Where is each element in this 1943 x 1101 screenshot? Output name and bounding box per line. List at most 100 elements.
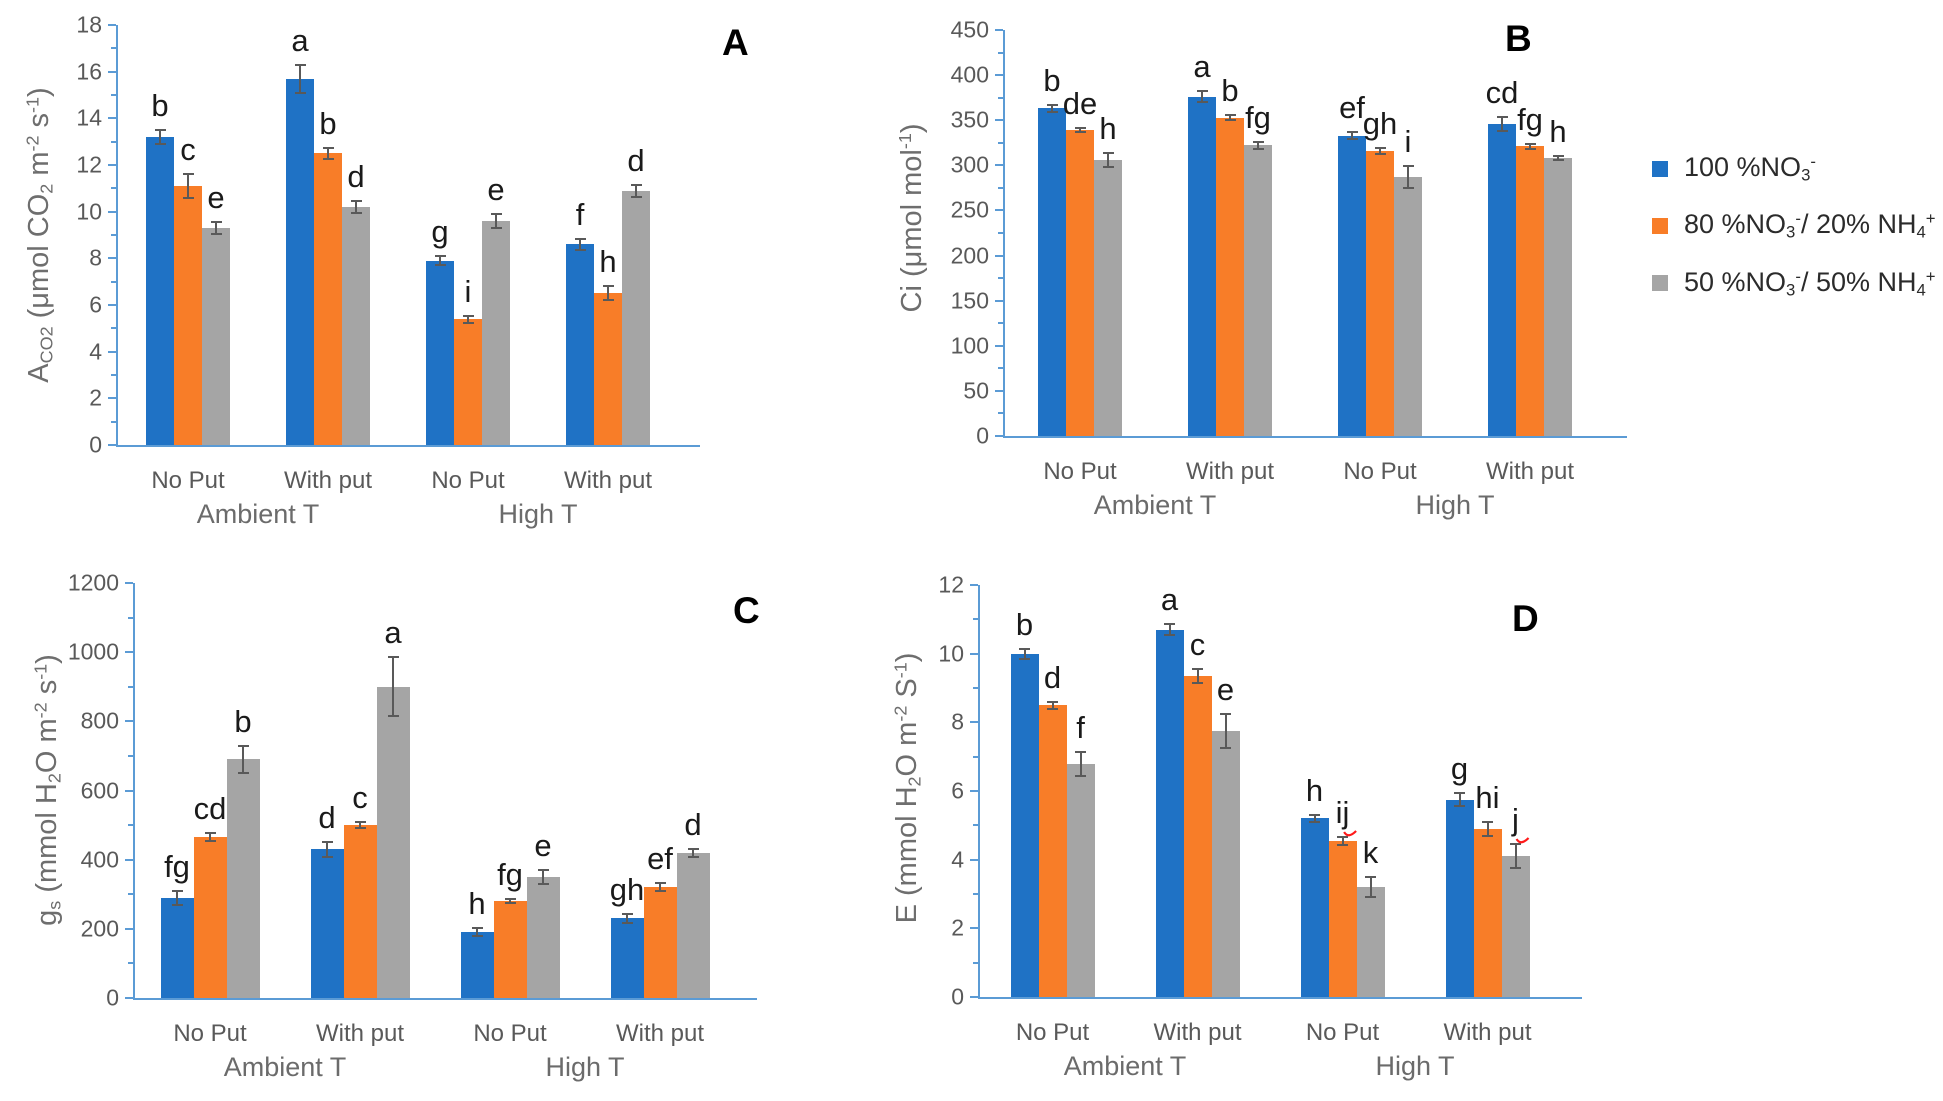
- bar-orange: [1366, 150, 1394, 436]
- y-tick-label: 8: [951, 708, 964, 735]
- error-bar-cap-top: [490, 213, 502, 215]
- significance-letter: c: [352, 780, 368, 816]
- error-bar-cap-top: [1019, 647, 1030, 650]
- error-bar: [659, 883, 661, 892]
- bar-gray: [1394, 177, 1422, 436]
- significance-letter: d: [627, 143, 644, 179]
- significance-letter: a: [1161, 582, 1178, 618]
- error-bar: [242, 745, 244, 774]
- x-category-label: With put: [283, 467, 373, 494]
- significance-letter: b: [1043, 63, 1060, 99]
- error-bar-cap-bottom: [387, 715, 399, 718]
- y-tick-label: 1000: [67, 638, 119, 665]
- y-tick-mark: [995, 164, 1003, 167]
- y-minor-tick-mark: [111, 234, 116, 236]
- error-bar: [692, 848, 694, 857]
- legend-label: 100 %NO3-: [1684, 152, 1816, 185]
- error-bar-cap-bottom: [1192, 681, 1203, 684]
- y-tick-mark: [108, 444, 116, 446]
- significance-letter: h: [468, 886, 485, 922]
- significance-letter-text: f: [575, 196, 585, 232]
- significance-letter-text: b: [1043, 62, 1061, 98]
- legend-item-blue: 100 %NO3-: [1652, 152, 1936, 185]
- significance-letter-text: e: [1216, 671, 1235, 707]
- label-segment: -1: [895, 133, 916, 150]
- significance-letter: h: [1549, 114, 1566, 150]
- error-bar-cap-bottom: [462, 321, 474, 324]
- y-tick-label: 6: [89, 291, 102, 318]
- error-bar: [1196, 669, 1199, 683]
- error-bar-cap-bottom: [602, 299, 614, 302]
- y-tick-label: 350: [950, 106, 989, 133]
- significance-letter: g: [431, 214, 448, 250]
- error-bar-cap-bottom: [1402, 186, 1414, 189]
- bar-orange: [1328, 840, 1357, 997]
- error-bar-cap-bottom: [1220, 747, 1231, 750]
- y-tick-mark: [108, 117, 116, 120]
- significance-letter-text: ef: [1339, 89, 1365, 125]
- bar-orange: [454, 319, 482, 445]
- x-supergroup-label: Ambient T: [1093, 490, 1217, 520]
- y-minor-tick-mark: [998, 141, 1003, 144]
- error-bar-cap-top: [354, 821, 366, 824]
- y-minor-tick-mark: [128, 962, 133, 965]
- significance-letter-text: e: [487, 172, 505, 207]
- significance-letter: e: [487, 172, 504, 208]
- error-bar-cap-bottom: [1047, 707, 1058, 710]
- error-bar-cap-bottom: [294, 91, 306, 94]
- significance-letter: h: [1306, 773, 1323, 809]
- y-minor-tick-mark: [973, 824, 978, 827]
- error-bar: [1224, 713, 1227, 749]
- error-bar: [355, 201, 357, 213]
- error-bar-cap-top: [171, 889, 183, 892]
- bar-orange: [594, 293, 622, 445]
- x-category-label: No Put: [1343, 458, 1417, 485]
- y-tick-mark: [108, 70, 116, 73]
- label-segment: / 50% NH: [1800, 266, 1917, 297]
- y-tick-label: 100: [950, 332, 989, 359]
- error-bar-cap-bottom: [1309, 820, 1320, 823]
- significance-letter-text: ef: [647, 841, 673, 877]
- error-bar-cap-bottom: [321, 855, 333, 858]
- x-supergroup-label: Ambient T: [1063, 1051, 1187, 1081]
- bar-gray: [1544, 158, 1572, 436]
- x-axis-line: [978, 997, 1582, 999]
- significance-letter-text: d: [1043, 659, 1062, 695]
- y-tick-label: 50: [963, 377, 989, 404]
- label-segment: ): [23, 87, 56, 97]
- bar-orange: [1516, 146, 1544, 436]
- error-bar: [1407, 166, 1409, 188]
- significance-letter-text: b: [234, 703, 252, 739]
- error-bar-cap-top: [1496, 115, 1508, 118]
- y-tick-label: 18: [76, 11, 102, 38]
- bar-blue: [426, 260, 454, 445]
- significance-letter: gh: [1363, 106, 1397, 142]
- error-bar-cap-top: [1309, 814, 1320, 817]
- label-segment: -: [1795, 266, 1801, 286]
- error-bar-cap-top: [471, 927, 483, 930]
- y-minor-tick-mark: [111, 327, 116, 330]
- error-bar: [579, 238, 581, 251]
- bar-orange: [343, 825, 377, 998]
- bar-blue: [146, 137, 174, 445]
- y-tick-mark: [125, 927, 133, 930]
- error-bar-cap-top: [1164, 623, 1175, 626]
- error-bar-cap-top: [1552, 155, 1564, 158]
- y-tick-label: 16: [76, 58, 102, 85]
- error-bar-cap-top: [321, 840, 333, 843]
- error-bar-cap-top: [1220, 712, 1231, 715]
- error-bar: [215, 222, 217, 234]
- bar-orange: [314, 153, 342, 445]
- legend-label: 80 %NO3-/ 20% NH4+: [1684, 209, 1936, 242]
- x-supergroup-label: High T: [1375, 1051, 1455, 1081]
- significance-letter: cd: [194, 791, 227, 827]
- bar-blue: [310, 849, 344, 998]
- y-minor-tick-mark: [998, 412, 1003, 415]
- error-bar: [392, 657, 394, 717]
- y-tick-label: 200: [80, 915, 119, 942]
- bar-orange: [1216, 117, 1244, 436]
- error-bar-cap-top: [434, 255, 446, 257]
- error-bar: [1351, 131, 1353, 140]
- error-bar-cap-top: [350, 200, 362, 203]
- y-tick-label: 400: [950, 61, 989, 88]
